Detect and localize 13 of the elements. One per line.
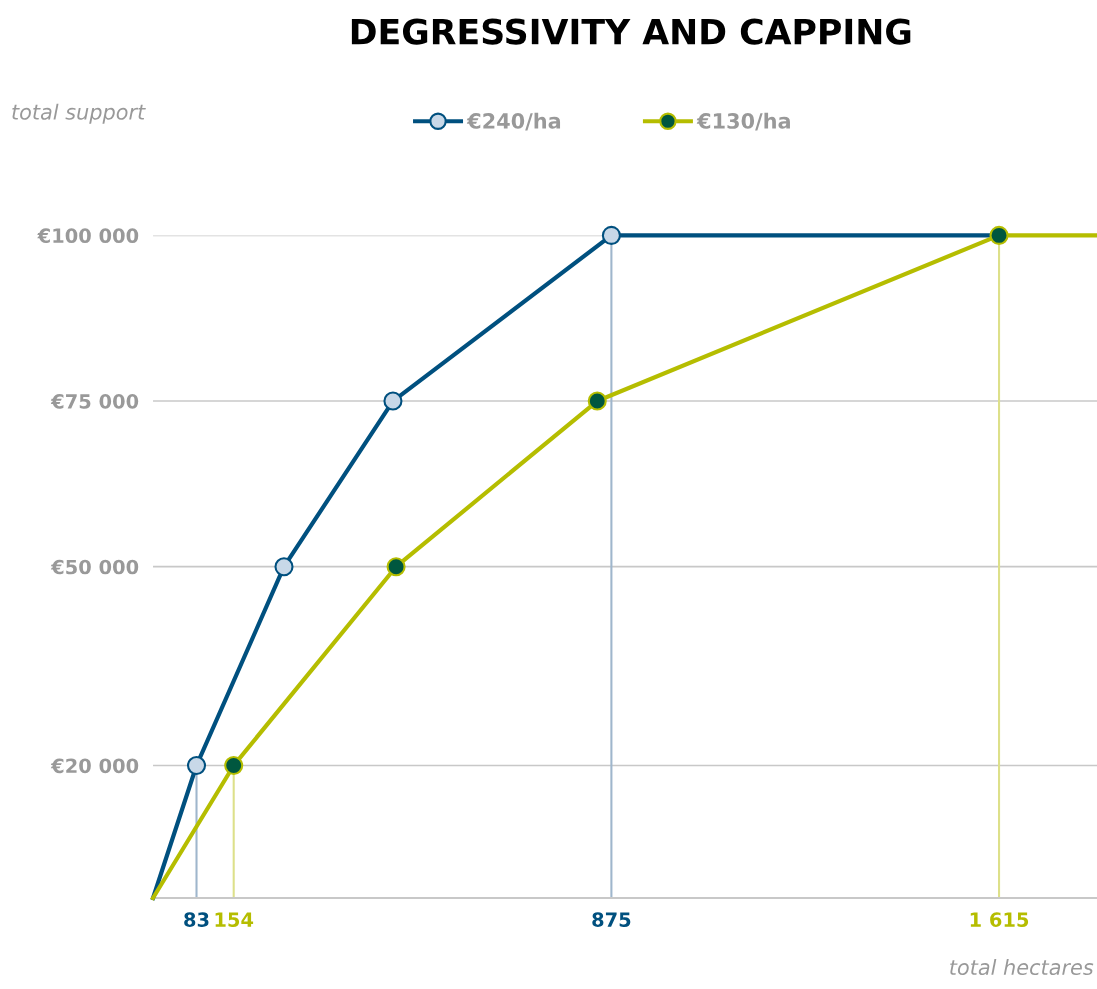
y-tick-label: €50 000 [50, 559, 139, 575]
y-tick-label: €75 000 [50, 394, 139, 409]
y-tick-label: €20 000 [50, 758, 139, 774]
y-tick-label: €100 000 [37, 228, 139, 244]
x-tick-label: 875 [592, 912, 631, 927]
chart-title: DEGRESSIVITY AND CAPPING [351, 18, 911, 45]
x-tick-label: 154 [215, 912, 254, 927]
x-tick-label: 1 615 [970, 912, 1029, 927]
text: total support [12, 103, 146, 124]
legend-label: €240/ha [466, 112, 561, 131]
x-tick-label: 83 [184, 912, 209, 927]
x-axis-title: total hectares [950, 958, 1094, 976]
legend-label: €130/ha [696, 112, 790, 131]
